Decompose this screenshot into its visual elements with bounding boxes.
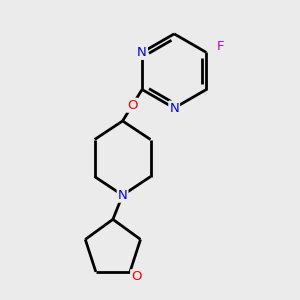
Text: N: N (137, 46, 147, 59)
Text: F: F (217, 40, 225, 53)
Text: O: O (127, 99, 138, 112)
Text: N: N (169, 102, 179, 115)
Text: O: O (131, 270, 142, 283)
Text: N: N (118, 189, 128, 202)
